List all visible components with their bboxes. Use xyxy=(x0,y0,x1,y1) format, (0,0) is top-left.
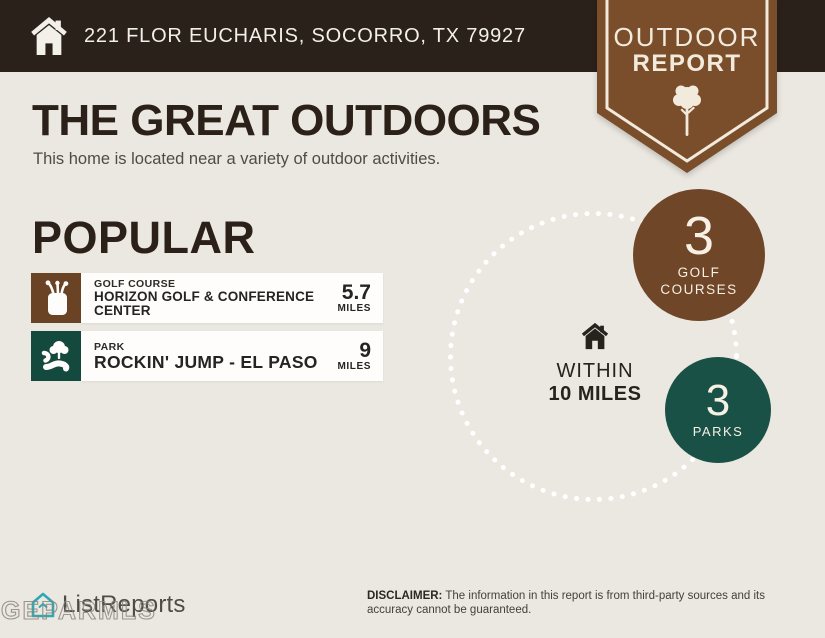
badge-title-line1: OUTDOOR xyxy=(613,22,761,52)
popular-list: GOLF COURSE HORIZON GOLF & CONFERENCE CE… xyxy=(31,273,383,389)
badge-title-line2: REPORT xyxy=(632,50,742,77)
disclaimer-label: DISCLAIMER: xyxy=(367,590,443,602)
tree-icon xyxy=(673,85,701,136)
list-item-text: PARK ROCKIN' JUMP - EL PASO xyxy=(94,341,322,371)
parks-count: 3 xyxy=(705,375,731,425)
golf-icon-box xyxy=(31,273,81,323)
list-item-golf-course: GOLF COURSE HORIZON GOLF & CONFERENCE CE… xyxy=(31,273,383,323)
list-item-park: PARK ROCKIN' JUMP - EL PASO 9 MILES xyxy=(31,331,383,381)
park-icon-box xyxy=(31,331,81,381)
park-tree-icon xyxy=(41,341,70,372)
list-item-distance: 9 MILES xyxy=(337,340,371,372)
list-item-category: GOLF COURSE xyxy=(94,277,176,290)
disclaimer-text: The information in this report is from t… xyxy=(367,590,765,616)
list-item-body: PARK ROCKIN' JUMP - EL PASO 9 MILES xyxy=(81,331,383,381)
listreports-logo: ListReports xyxy=(28,590,186,620)
golf-courses-count: 3 xyxy=(683,205,715,266)
distance-value: 5.7 xyxy=(341,281,371,304)
list-item-text: GOLF COURSE HORIZON GOLF & CONFERENCE CE… xyxy=(94,278,322,318)
list-item-name: ROCKIN' JUMP - EL PASO xyxy=(94,351,318,372)
distance-unit: MILES xyxy=(337,361,371,372)
disclaimer: DISCLAIMER: The information in this repo… xyxy=(367,590,799,618)
distance-value: 9 xyxy=(359,339,371,362)
golf-courses-stat-circle: 3 GOLF COURSES xyxy=(633,189,765,321)
listreports-wordmark: ListReports xyxy=(62,591,186,618)
list-item-category: PARK xyxy=(94,340,125,353)
property-address: 221 FLOR EUCHARIS, SOCORRO, TX 79927 xyxy=(84,24,526,47)
home-icon xyxy=(31,17,67,55)
radius-center-label: WITHIN 10 MILES xyxy=(520,321,670,406)
radius-dotted-circle xyxy=(448,211,739,502)
home-marker-icon xyxy=(581,322,609,350)
page-title: THE GREAT OUTDOORS xyxy=(32,96,541,145)
parks-label: PARKS xyxy=(692,423,744,439)
within-label: WITHIN xyxy=(556,360,634,382)
list-item-distance: 5.7 MILES xyxy=(337,282,371,314)
within-distance: 10 MILES xyxy=(548,383,642,405)
listreports-house-icon xyxy=(31,592,55,618)
parks-stat-circle: 3 PARKS xyxy=(665,357,771,463)
popular-heading: POPULAR xyxy=(32,212,256,263)
distance-unit: MILES xyxy=(337,303,371,314)
ribbon-shape xyxy=(597,0,777,173)
list-item-name: HORIZON GOLF & CONFERENCE CENTER xyxy=(94,288,315,318)
outdoor-report-badge: OUTDOOR REPORT xyxy=(597,0,777,176)
golf-bag-icon xyxy=(45,280,69,315)
golf-courses-label: GOLF COURSES xyxy=(660,265,738,298)
list-item-body: GOLF COURSE HORIZON GOLF & CONFERENCE CE… xyxy=(81,273,383,323)
page-subtitle: This home is located near a variety of o… xyxy=(33,150,441,168)
mls-watermark: GEPARMLS xyxy=(0,596,157,625)
